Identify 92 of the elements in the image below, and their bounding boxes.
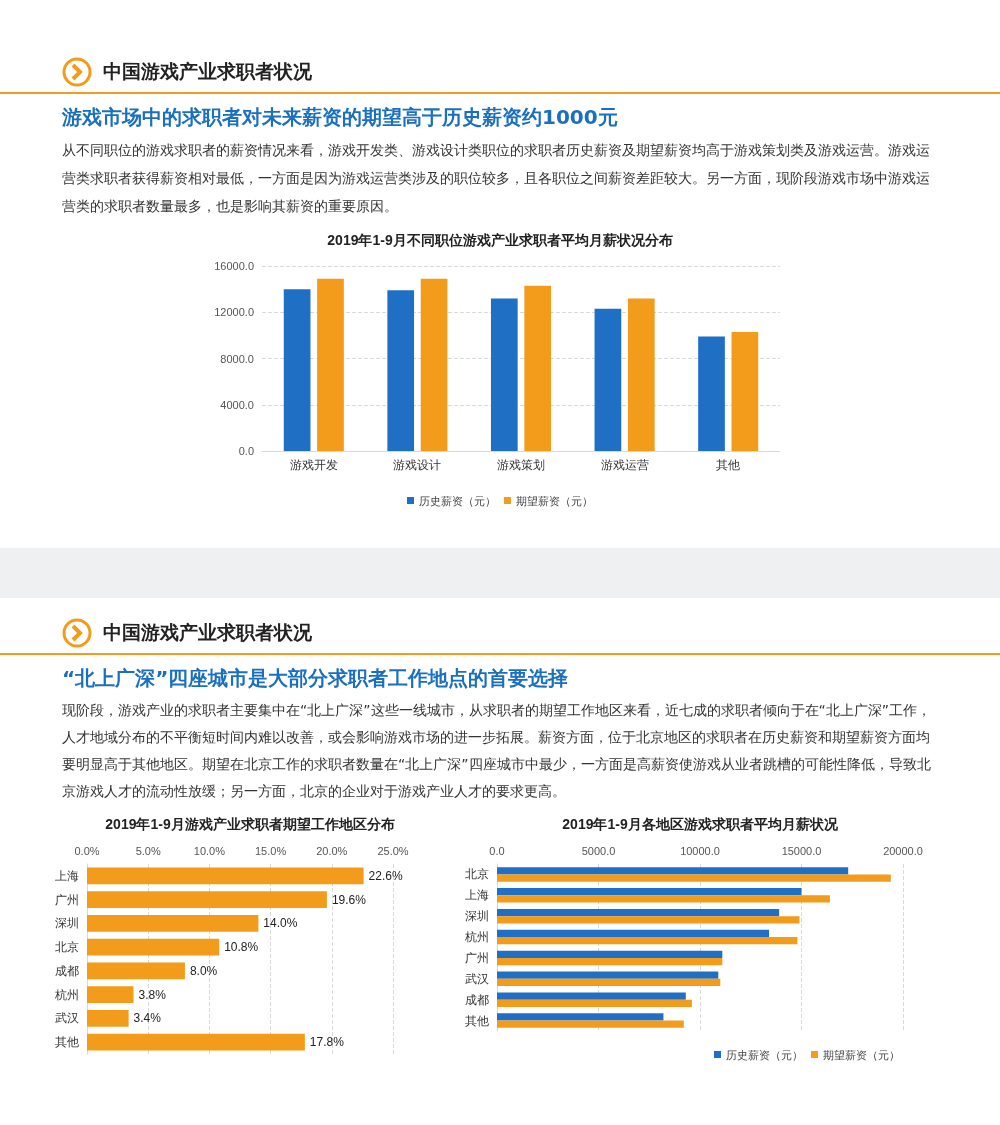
y-tick-label: 武汉 xyxy=(465,971,489,986)
y-tick-label: 深圳 xyxy=(465,909,489,924)
bar xyxy=(87,1033,305,1051)
bar xyxy=(497,895,830,903)
chart-title: 2019年1-9月不同职位游戏产业求职者平均月薪状况分布 xyxy=(327,232,673,248)
bar xyxy=(497,888,802,896)
bar xyxy=(497,867,849,875)
y-tick-label: 上海 xyxy=(465,888,489,903)
x-tick-label: 其他 xyxy=(716,458,741,472)
bar xyxy=(497,937,798,945)
y-tick-label: 广州 xyxy=(55,892,79,907)
bar xyxy=(698,336,725,451)
bar xyxy=(497,1013,664,1021)
y-tick-label: 武汉 xyxy=(55,1011,79,1026)
y-tick-label: 0.0 xyxy=(238,445,254,457)
y-tick-label: 杭州 xyxy=(464,930,489,945)
bar xyxy=(317,278,344,451)
y-tick-label: 12000.0 xyxy=(214,306,254,319)
bar xyxy=(497,929,770,938)
data-label: 17.8% xyxy=(309,1035,345,1050)
y-tick-label: 16000.0 xyxy=(214,260,254,272)
y-tick-label: 其他 xyxy=(465,1013,489,1028)
x-tick-label: 游戏运营 xyxy=(600,458,649,472)
bar xyxy=(87,986,134,1003)
y-tick-label: 8000.0 xyxy=(220,352,254,365)
data-label: 22.6% xyxy=(368,868,403,883)
legend-label: 期望薪资（元） xyxy=(516,494,593,507)
bar xyxy=(387,290,415,451)
y-tick-label: 深圳 xyxy=(55,916,79,931)
y-tick-label: 成都 xyxy=(465,992,489,1007)
bar xyxy=(497,874,891,882)
bar xyxy=(87,891,327,908)
bar xyxy=(627,298,655,451)
legend-label: 历史薪资（元） xyxy=(726,1048,803,1061)
x-tick-label: 游戏设计 xyxy=(393,458,442,472)
legend-label: 历史薪资（元） xyxy=(419,494,496,507)
bar xyxy=(490,298,518,451)
x-tick-label: 游戏策划 xyxy=(497,458,545,472)
bar xyxy=(497,971,719,979)
bar xyxy=(524,285,552,451)
x-tick-label: 5000.0 xyxy=(581,844,616,857)
x-tick-label: 20.0% xyxy=(316,844,348,857)
x-tick-label: 20000.0 xyxy=(883,844,923,857)
bar xyxy=(420,278,448,451)
chart-title: 2019年1-9月各地区游戏求职者平均月薪状况 xyxy=(562,816,839,832)
x-tick-label: 10.0% xyxy=(193,844,226,857)
bar xyxy=(87,938,220,956)
y-tick-label: 成都 xyxy=(55,963,79,978)
y-tick-label: 广州 xyxy=(465,950,489,965)
y-tick-label: 4000.0 xyxy=(220,398,254,411)
data-label: 14.0% xyxy=(263,916,298,931)
data-label: 8.0% xyxy=(189,963,218,978)
bar xyxy=(497,1020,684,1028)
bar xyxy=(87,867,364,885)
chart-title: 2019年1-9月游戏产业求职者期望工作地区分布 xyxy=(105,816,395,832)
bar xyxy=(283,289,311,451)
bar xyxy=(497,916,800,924)
bar xyxy=(497,908,780,917)
text: 从不同职位的游戏求职者的薪资情况来看，游戏开发类、游戏设计类职位的求职者历史薪资及期望薪资均高于游戏策划类及游戏运营。游戏运营类求职者获得薪资相对最低，一方面是因为游戏运营类涉及的职位较多，且各职位之间薪资差距较大。另一方面，现阶段游戏市场中游戏运营类的求职者数量最多，也是影响其薪资的重要原因。 xyxy=(62,141,931,216)
text: 游戏市场中的求职者对未来薪资的期望高于历史薪资约1000元 xyxy=(62,104,618,131)
data-label: 19.6% xyxy=(331,892,367,907)
y-tick-label: 杭州 xyxy=(54,987,79,1002)
x-tick-label: 0.0 xyxy=(489,844,505,857)
bar xyxy=(497,978,721,987)
x-tick-label: 15.0% xyxy=(255,844,287,857)
data-label: 10.8% xyxy=(224,940,259,955)
x-tick-label: 15000.0 xyxy=(781,844,822,857)
bar xyxy=(87,915,259,932)
bar xyxy=(497,999,692,1007)
x-tick-label: 10000.0 xyxy=(680,844,720,857)
text: 中国游戏产业求职者状况 xyxy=(103,59,312,84)
y-tick-label: 上海 xyxy=(55,868,79,883)
y-tick-label: 北京 xyxy=(465,867,489,882)
bar xyxy=(497,950,723,958)
bar xyxy=(87,962,185,980)
x-tick-label: 25.0% xyxy=(377,844,409,857)
y-tick-label: 其他 xyxy=(55,1035,79,1050)
text: “北上广深”四座城市是大部分求职者工作地点的首要选择 xyxy=(62,665,569,692)
legend-label: 期望薪资（元） xyxy=(823,1048,900,1061)
bar xyxy=(497,957,723,966)
text: 现阶段，游戏产业的求职者主要集中在“北上广深”这些一线城市，从求职者的期望工作地区来看，近七成的求职者倾向于在“北上广深”工作，人才地域分布的不平衡短时间内难以改善，或会影响游戏市场的进一步拓展。薪资方面，位于北京地区的求职者在历史薪资和期望薪资方面均要明显高于其他地区。期望在北京工作的求职者数量在“北上广深”四座城市中最少，一方面是高薪资使游戏从业者跳槽的可能性降低，导致北京游戏人才的流动性放缓；另一方面，北京的企业对于游戏产业人才的要求更高。 xyxy=(62,701,932,801)
bar xyxy=(731,331,759,451)
data-label: 3.4% xyxy=(133,1011,162,1026)
x-tick-label: 5.0% xyxy=(135,844,161,857)
bar xyxy=(497,992,686,1000)
bar xyxy=(87,1010,129,1027)
x-tick-label: 0.0% xyxy=(74,844,100,857)
text: 中国游戏产业求职者状况 xyxy=(103,620,312,645)
x-tick-label: 游戏开发 xyxy=(289,458,338,472)
data-label: 3.8% xyxy=(138,987,167,1002)
y-tick-label: 北京 xyxy=(55,940,79,955)
bar xyxy=(594,308,622,451)
